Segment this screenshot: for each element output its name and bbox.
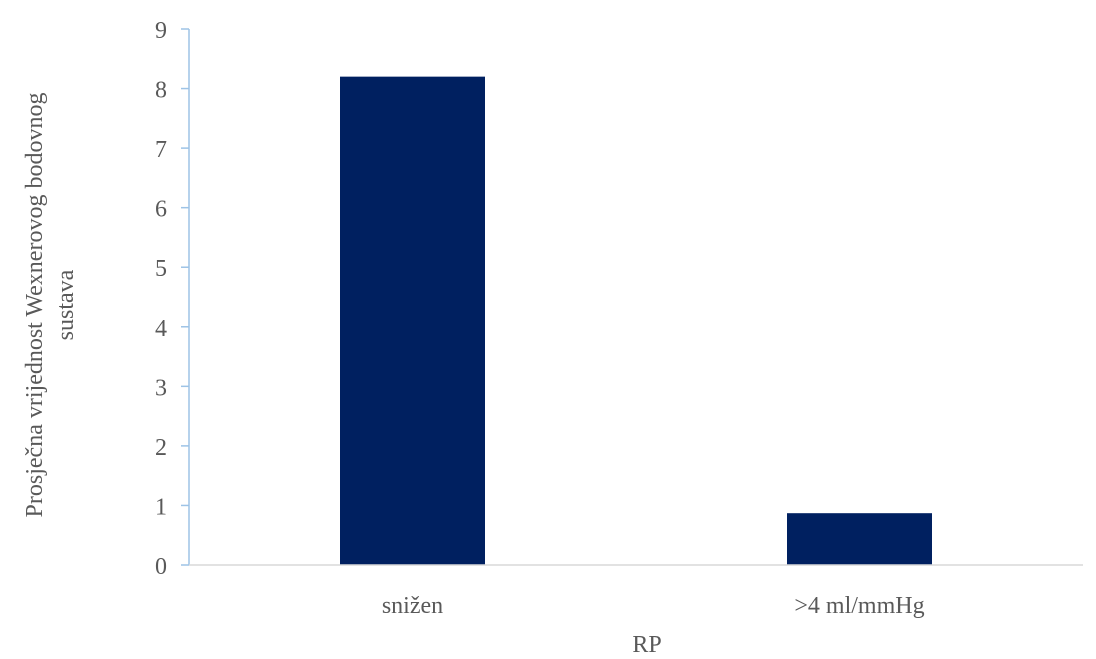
y-tick-label: 4 xyxy=(155,316,167,342)
y-tick-label: 5 xyxy=(155,256,167,282)
bars xyxy=(340,76,932,566)
y-axis-title-line-2: sustava xyxy=(53,269,79,340)
y-tick-label: 8 xyxy=(155,78,167,104)
y-tick-label: 9 xyxy=(155,18,167,44)
x-axis: snižen >4 ml/mmHg xyxy=(189,564,1083,619)
bar-2 xyxy=(787,513,932,565)
y-tick-label: 1 xyxy=(155,494,167,520)
y-axis-title: Prosječna vrijednost Wexnerovog bodovnog… xyxy=(22,93,79,518)
y-tick-label: 0 xyxy=(155,554,167,580)
y-tick-label: 6 xyxy=(155,197,167,223)
y-tick-label: 3 xyxy=(155,375,167,401)
x-tick-label: >4 ml/mmHg xyxy=(794,593,924,619)
bar-1 xyxy=(340,76,485,566)
y-axis-title-line-1: Prosječna vrijednost Wexnerovog bodovnog xyxy=(22,93,48,518)
y-tick-label: 7 xyxy=(155,137,167,163)
y-axis: 0 1 2 3 4 5 6 7 8 9 xyxy=(155,18,190,580)
x-tick-label: snižen xyxy=(382,593,443,619)
y-tick-label: 2 xyxy=(155,435,167,461)
x-axis-title: RP xyxy=(632,632,661,658)
